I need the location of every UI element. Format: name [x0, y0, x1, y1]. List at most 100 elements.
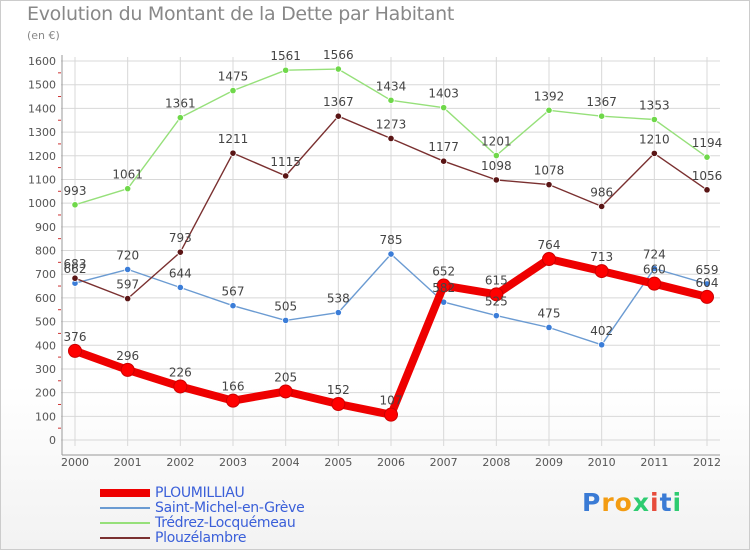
data-label: 1115 [270, 155, 301, 169]
data-point [331, 396, 346, 411]
data-point [489, 287, 504, 302]
data-label: 644 [169, 266, 192, 280]
y-tick-label: 100 [35, 410, 56, 423]
data-label: 1434 [376, 79, 407, 93]
data-point [173, 379, 188, 394]
data-point [384, 407, 398, 422]
data-point [594, 264, 609, 279]
data-label: 597 [116, 278, 139, 292]
data-point [440, 104, 448, 112]
data-point [226, 393, 240, 408]
data-label: 713 [590, 250, 613, 264]
data-label: 1403 [428, 87, 459, 101]
data-label: 1392 [534, 89, 565, 103]
y-tick-label: 300 [35, 363, 56, 376]
x-tick-label: 2008 [482, 456, 510, 469]
x-tick-label: 2005 [324, 456, 352, 469]
data-label: 1353 [639, 99, 670, 113]
data-label: 582 [432, 281, 455, 295]
data-point [542, 252, 556, 267]
y-tick-label: 800 [35, 245, 56, 258]
data-point [124, 294, 132, 303]
data-point [703, 153, 711, 161]
y-tick-label: 1100 [28, 173, 56, 186]
y-tick-label: 400 [35, 339, 56, 352]
data-point [176, 114, 184, 122]
y-tick-label: 1500 [28, 79, 56, 92]
data-point [387, 250, 395, 258]
data-point [598, 112, 606, 120]
data-label: 724 [643, 248, 666, 262]
data-label: 1361 [165, 97, 196, 111]
data-point [436, 278, 451, 293]
y-tick-label: 200 [35, 387, 56, 400]
data-label: 1194 [692, 136, 723, 150]
x-tick-label: 2006 [377, 456, 405, 469]
data-point [176, 248, 184, 256]
x-tick-label: 2002 [166, 456, 194, 469]
grid [61, 57, 720, 446]
data-label: 475 [538, 306, 561, 320]
data-point [492, 176, 500, 184]
data-label: 107 [380, 394, 403, 408]
chart-title: Evolution du Montant de la Dette par Hab… [27, 3, 455, 25]
data-label: 538 [327, 292, 350, 306]
y-tick-label: 1000 [28, 197, 56, 210]
data-point [703, 186, 711, 194]
x-tick-label: 2000 [61, 456, 89, 469]
data-label: 785 [380, 233, 403, 247]
legend-swatch-saint-michel [100, 507, 150, 509]
data-point [647, 276, 662, 291]
data-point [492, 151, 500, 160]
proxiti-logo: Proxiti [582, 488, 683, 517]
axes: 0 100 200 300 400 500 600 700 800 900 1000 1100 1200… [28, 55, 721, 469]
data-point [334, 112, 342, 120]
data-label: 720 [116, 248, 139, 262]
data-label: 993 [64, 184, 87, 198]
chart-subtitle: (en €) [27, 29, 60, 42]
data-point [282, 66, 290, 74]
data-point [700, 289, 714, 304]
data-label: 1561 [270, 49, 301, 63]
data-point [229, 149, 237, 157]
data-label: 1210 [639, 132, 670, 146]
data-point [282, 316, 290, 324]
data-point [68, 343, 82, 358]
data-point [440, 157, 448, 165]
data-label: 662 [64, 262, 87, 276]
data-label: 1056 [692, 169, 723, 183]
y-tick-label: 700 [35, 268, 56, 281]
data-label: 793 [169, 231, 192, 245]
data-label: 604 [696, 276, 719, 290]
data-point [387, 96, 395, 104]
y-tick-label: 1400 [28, 102, 56, 115]
legend-swatch-tredrez [100, 522, 150, 524]
data-label: 296 [116, 349, 139, 363]
x-tick-label: 2007 [430, 456, 458, 469]
data-point [545, 106, 553, 114]
data-label: 376 [64, 330, 87, 344]
data-point [278, 384, 293, 399]
data-label: 683 [64, 257, 87, 271]
data-point [71, 201, 79, 209]
data-label: 166 [222, 380, 245, 394]
x-tick-label: 2009 [535, 456, 563, 469]
data-label: 402 [590, 324, 613, 338]
legend-label: Trédrez-Locquémeau [155, 515, 296, 531]
x-tick-label: 2010 [588, 456, 616, 469]
data-label: 525 [485, 295, 508, 309]
data-point [703, 280, 711, 288]
data-label: 1475 [218, 70, 249, 84]
data-label: 205 [274, 370, 297, 384]
data-label: 1566 [323, 48, 354, 62]
data-point [598, 202, 606, 211]
data-label: 226 [169, 365, 192, 379]
data-point [387, 134, 395, 143]
x-tick-label: 2003 [219, 456, 247, 469]
data-point [334, 308, 342, 317]
data-label: 1201 [481, 135, 512, 149]
data-point [334, 65, 342, 73]
data-point [650, 264, 658, 273]
x-tick-label: 2012 [693, 456, 721, 469]
legend-swatch-ploumilliau [100, 489, 150, 497]
